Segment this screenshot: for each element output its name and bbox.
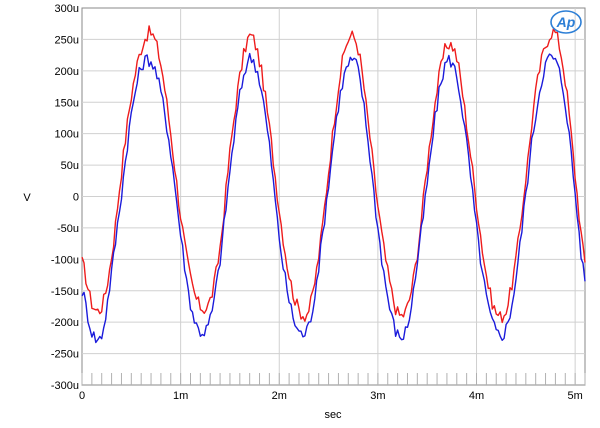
y-tick-label: -50u — [57, 223, 79, 235]
y-axis-label: V — [23, 192, 31, 204]
x-tick-label: 5m — [567, 390, 582, 402]
y-tick-label: 100u — [55, 129, 79, 141]
y-tick-label: -200u — [51, 317, 79, 329]
ap-logo-text: Ap — [556, 14, 576, 30]
x-tick-label: 2m — [272, 390, 287, 402]
grid — [82, 8, 585, 385]
y-tick-label: -100u — [51, 254, 79, 266]
y-tick-label: 250u — [55, 34, 79, 46]
ap-logo: Ap — [550, 10, 582, 34]
x-axis: 0 1m 2m 3m 4m 5m — [79, 390, 583, 402]
y-tick-label: 150u — [55, 97, 79, 109]
x-tick-label: 4m — [469, 390, 484, 402]
x-tick-label: 1m — [173, 390, 188, 402]
y-tick-label: 0 — [73, 192, 79, 204]
y-axis: 300u 250u 200u 150u 100u 50u 0 -50u -100u -150u -2… — [51, 3, 79, 392]
x-tick-label: 0 — [79, 390, 85, 402]
series-group — [81, 25, 586, 344]
series-line-2 — [81, 52, 586, 344]
x-axis-label: sec — [324, 409, 342, 421]
y-tick-label: -150u — [51, 286, 79, 298]
series-line-1 — [81, 25, 586, 324]
y-tick-label: -250u — [51, 349, 79, 361]
y-tick-label: 50u — [61, 160, 79, 172]
y-tick-label: -300u — [51, 380, 79, 392]
x-tick-label: 3m — [370, 390, 385, 402]
minor-ticks — [81, 373, 586, 385]
y-tick-label: 200u — [55, 66, 79, 78]
ap-logo-ring — [550, 10, 582, 34]
y-tick-label: 300u — [55, 3, 79, 15]
